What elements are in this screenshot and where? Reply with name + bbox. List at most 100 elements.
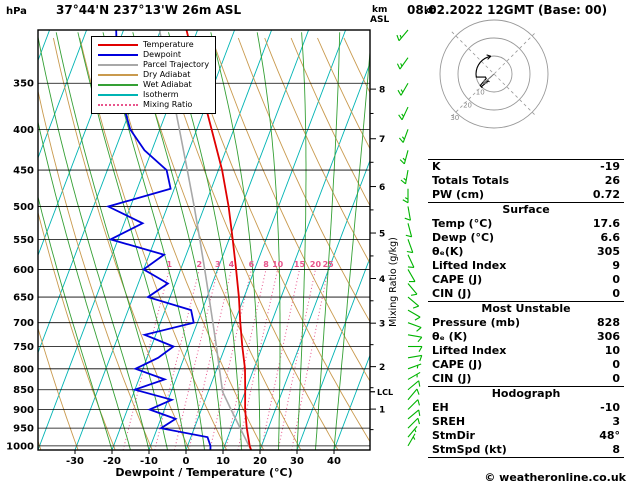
index-value: 6.6 xyxy=(600,231,621,244)
index-value: 48° xyxy=(599,429,620,442)
index-label: K xyxy=(432,160,441,173)
index-value: 305 xyxy=(597,245,620,258)
index-label: CAPE (J) xyxy=(432,273,483,286)
legend-item: Wet Adiabat xyxy=(98,80,209,90)
legend-item: Temperature xyxy=(98,40,209,50)
index-label: StmSpd (kt) xyxy=(432,443,507,456)
legend: Temperature Dewpoint Parcel Trajectory Dry … xyxy=(91,36,217,114)
pressure-tick-label: 600 xyxy=(13,265,34,276)
index-row: θₑ (K) 306 xyxy=(428,330,624,344)
index-label: CAPE (J) xyxy=(432,358,483,371)
index-label: SREH xyxy=(432,415,466,428)
dry-adiabats xyxy=(38,37,370,450)
hodograph-unit-label: kt xyxy=(424,6,435,16)
legend-item: Mixing Ratio xyxy=(98,100,209,110)
pressure-tick-label: 950 xyxy=(13,424,34,435)
legend-item: Parcel Trajectory xyxy=(98,60,209,70)
legend-label: Isotherm xyxy=(143,90,179,99)
index-label: CIN (J) xyxy=(432,372,472,385)
index-value: 9 xyxy=(612,259,620,272)
km-axis-unit: ASL xyxy=(370,15,389,25)
temp-tick-label: 10 xyxy=(216,456,230,467)
temperature-line-swatch xyxy=(98,44,138,46)
legend-label: Temperature xyxy=(143,40,194,49)
index-row: Temp (°C) 17.6 xyxy=(428,217,624,231)
station-title: 37°44'N 237°13'W 26m ASL xyxy=(56,3,242,17)
km-tick-label: 8 xyxy=(379,86,385,96)
index-value: 828 xyxy=(597,316,620,329)
index-label: Lifted Index xyxy=(432,259,507,272)
hodograph: kt 10 20 30 xyxy=(424,6,549,129)
index-label: StmDir xyxy=(432,429,475,442)
temp-tick-label: 0 xyxy=(183,456,190,467)
legend-label: Dewpoint xyxy=(143,50,182,59)
pressure-tick-label: 550 xyxy=(13,235,34,246)
temp-axis: -30 -20 -10 0 10 20 30 40 Dewpoint / Temperature… xyxy=(6,6,341,479)
pressure-axis-unit: hPa xyxy=(6,6,27,17)
hodograph-ring-label: 30 xyxy=(450,114,459,122)
index-row: Lifted Index 10 xyxy=(428,344,624,358)
pressure-tick-label: 700 xyxy=(13,318,34,329)
temp-tick-label: -10 xyxy=(140,456,158,467)
index-row: EH -10 xyxy=(428,401,624,415)
index-label: Temp (°C) xyxy=(432,217,493,230)
mixing-ratio-value-label: 2 xyxy=(196,260,202,269)
wet-adiabats xyxy=(38,32,370,450)
temp-tick-label: 30 xyxy=(290,456,304,467)
mixing_ratio-line-swatch xyxy=(98,104,138,106)
index-value: 0 xyxy=(612,273,620,286)
index-label: θₑ (K) xyxy=(432,330,468,343)
dewpoint-curve xyxy=(105,30,212,450)
index-label: Pressure (mb) xyxy=(432,316,520,329)
legend-item: Isotherm xyxy=(98,90,209,100)
index-value: -10 xyxy=(600,401,620,414)
temp-tick-label: 40 xyxy=(327,456,341,467)
mixing-ratio-value-label: 20 xyxy=(310,260,322,269)
dry_adiabat-line-swatch xyxy=(98,74,138,76)
index-value: 3 xyxy=(612,415,620,428)
index-value: 0 xyxy=(612,372,620,385)
index-row: Dewp (°C) 6.6 xyxy=(428,231,624,245)
pressure-tick-label: 650 xyxy=(13,293,34,304)
mixing-ratio-value-label: 15 xyxy=(294,260,306,269)
legend-label: Dry Adiabat xyxy=(143,70,191,79)
parcel-trajectory-curve xyxy=(158,30,252,450)
pressure-tick-label: 500 xyxy=(13,202,34,213)
pressure-tick-label: 350 xyxy=(13,79,34,90)
index-label: θₑ(K) xyxy=(432,245,464,258)
mixing-ratio-value-label: 6 xyxy=(249,260,255,269)
pressure-tick-label: 850 xyxy=(13,385,34,396)
lcl-label: LCL xyxy=(377,388,393,397)
index-row: SREH 3 xyxy=(428,415,624,429)
legend-item: Dry Adiabat xyxy=(98,70,209,80)
index-row: Pressure (mb) 828 xyxy=(428,316,624,330)
pressure-gridlines: 350 400 450 500 550 600 650 700 750 800 850 900 950 1… xyxy=(6,79,370,452)
index-row: θₑ(K) 305 xyxy=(428,245,624,259)
temp-tick-label: 20 xyxy=(253,456,267,467)
legend-label: Mixing Ratio xyxy=(143,100,193,109)
km-tick-label: 4 xyxy=(379,275,385,285)
km-tick-label: 2 xyxy=(379,363,385,373)
pressure-tick-label: 450 xyxy=(13,166,34,177)
index-label: Totals Totals xyxy=(432,174,510,187)
parcel-line-swatch xyxy=(98,64,138,66)
km-axis-unit: km xyxy=(372,5,387,15)
temp-tick-label: -30 xyxy=(66,456,84,467)
index-row: CIN (J) 0 xyxy=(428,372,624,386)
index-section-title: Surface xyxy=(428,202,624,217)
km-tick-label: 5 xyxy=(379,230,385,240)
legend-label: Wet Adiabat xyxy=(143,80,192,89)
x-axis-title: Dewpoint / Temperature (°C) xyxy=(115,466,292,479)
index-section-title: Hodograph xyxy=(428,386,624,401)
mixing-ratio-labels: 1 2 3 4 6 8 10 15 20 25 xyxy=(167,260,335,269)
isotherms xyxy=(38,30,370,450)
km-tick-label: 1 xyxy=(379,406,385,416)
index-label: PW (cm) xyxy=(432,188,485,201)
index-label: Dewp (°C) xyxy=(432,231,495,244)
index-value: 26 xyxy=(604,174,620,187)
km-tick-label: 3 xyxy=(379,320,385,330)
wind-barbs xyxy=(396,29,423,447)
hodograph-ring-label: 20 xyxy=(463,101,472,109)
